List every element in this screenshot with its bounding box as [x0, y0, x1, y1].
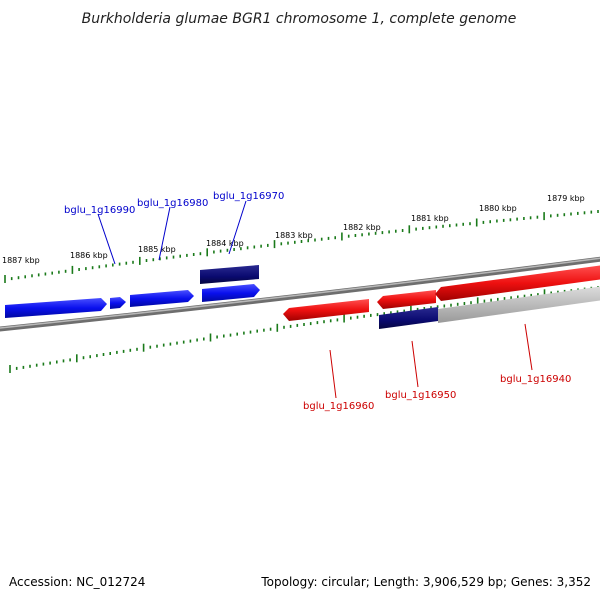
- gene-arrow-bglu_1g16950-upper[interactable]: [377, 290, 436, 309]
- genome-summary-text: Topology: circular; Length: 3,906,529 bp…: [260, 575, 591, 589]
- tick-label: 1882 kbp: [343, 223, 381, 232]
- accession-text: Accession: NC_012724: [9, 575, 145, 589]
- forward-genes: [5, 265, 260, 318]
- reverse-genes: [283, 265, 600, 329]
- gene-label-bglu_1g16960[interactable]: bglu_1g16960: [303, 401, 374, 412]
- gene-arrow-bglu_1g16950[interactable]: [379, 307, 438, 329]
- leader-line: [158, 206, 171, 261]
- gene-arrow-bglu_1g16970-lower[interactable]: [202, 284, 260, 302]
- tick-label: 1885 kbp: [138, 245, 176, 254]
- gene-arrow-bglu_1g16980[interactable]: [130, 290, 194, 307]
- map-title: Burkholderia glumae BGR1 chromosome 1, c…: [82, 11, 517, 27]
- leader-line: [411, 340, 419, 388]
- tick-label: 1884 kbp: [206, 239, 244, 248]
- leader-line: [228, 200, 247, 255]
- gene-label-bglu_1g16950[interactable]: bglu_1g16950: [385, 390, 456, 401]
- upper-tick-track: [4, 210, 599, 283]
- tick-label: 1887 kbp: [2, 256, 40, 265]
- tick-labels: 1887 kbp 1886 kbp 1885 kbp 1884 kbp 1883…: [2, 194, 585, 265]
- gene-arrow-bglu_1g16970[interactable]: [200, 265, 259, 284]
- gene-labels: bglu_1g16990 bglu_1g16980 bglu_1g16970 b…: [64, 191, 571, 412]
- gene-label-bglu_1g16970[interactable]: bglu_1g16970: [213, 191, 284, 202]
- gene-label-bglu_1g16940[interactable]: bglu_1g16940: [500, 374, 571, 385]
- chromosome-backbone-outer: [0, 256, 600, 332]
- gene-arrow-bglu_1g16940[interactable]: [435, 265, 600, 301]
- leader-line: [97, 213, 116, 265]
- leader-line: [524, 323, 533, 371]
- tick-label: 1886 kbp: [70, 251, 108, 260]
- gene-arrow-bglu_1g16990[interactable]: [5, 298, 107, 318]
- gray-feature: [438, 286, 600, 323]
- chromosome-backbone-highlight: [0, 257, 600, 329]
- gene-label-bglu_1g16990[interactable]: bglu_1g16990: [64, 205, 135, 216]
- tick-label: 1883 kbp: [275, 231, 313, 240]
- gene-arrow-small[interactable]: [110, 297, 126, 309]
- gene-label-bglu_1g16980[interactable]: bglu_1g16980: [137, 198, 208, 209]
- leader-line: [329, 349, 337, 399]
- tick-label: 1881 kbp: [411, 214, 449, 223]
- tick-label: 1880 kbp: [479, 204, 517, 213]
- gene-arrow-bglu_1g16960[interactable]: [283, 299, 369, 321]
- tick-label: 1879 kbp: [547, 194, 585, 203]
